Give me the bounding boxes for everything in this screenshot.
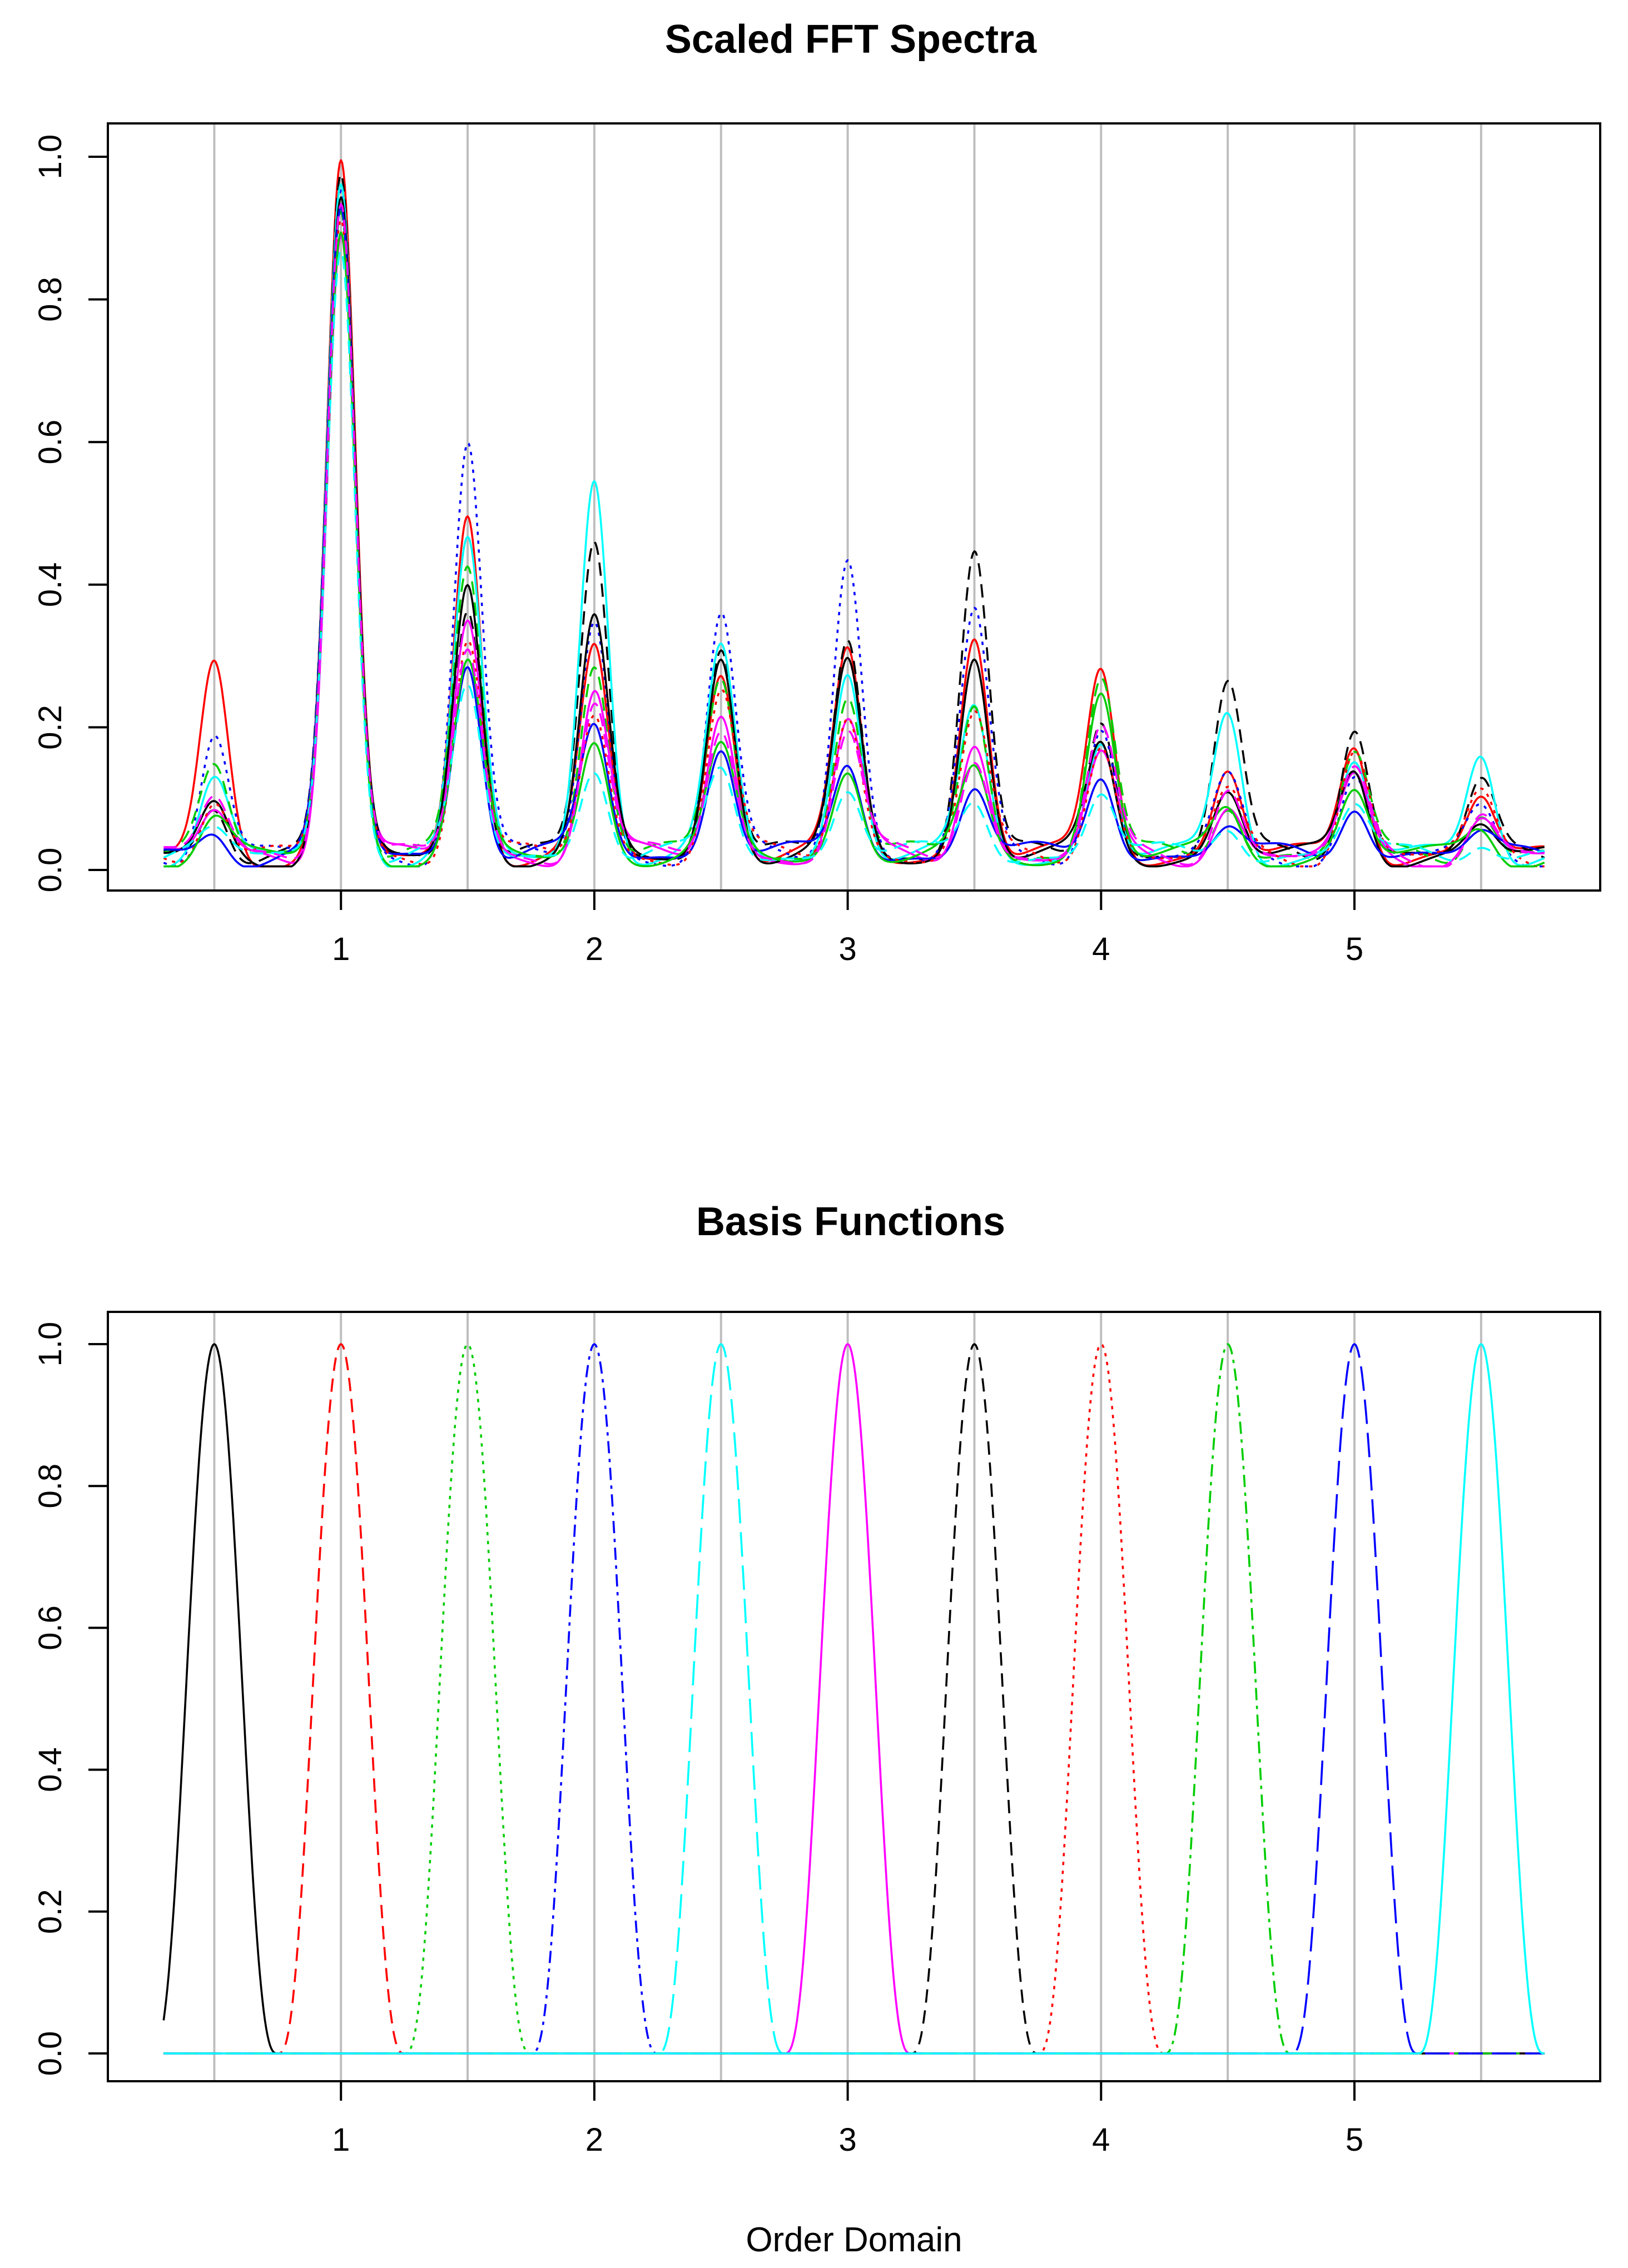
series-line-basis-5.5 <box>163 1343 1545 2055</box>
y-axis: 0.0 0.2 0.4 0.6 0.8 1.0 <box>32 1322 108 2076</box>
series-line-basis-1.0 <box>163 1343 1545 2055</box>
x-tick-label: 4 <box>1092 2122 1110 2158</box>
series-line-basis-4.0 <box>163 1343 1545 2055</box>
series-line-spectrum-9 <box>163 218 1545 868</box>
y-tick-label: 1.0 <box>32 1322 68 1367</box>
grid-lines <box>213 123 1482 891</box>
x-tick-label: 4 <box>1092 931 1110 967</box>
y-tick-label: 0.4 <box>32 562 68 607</box>
series-line-basis-2.0 <box>163 1343 1545 2055</box>
chart-title: Scaled FFT Spectra <box>665 17 1037 62</box>
series-line-spectrum-2 <box>163 173 1545 864</box>
y-tick-label: 0.0 <box>32 848 68 893</box>
x-tick-label: 1 <box>332 931 350 967</box>
series-line-spectrum-3 <box>163 189 1545 868</box>
series-line-spectrum-10 <box>163 231 1545 868</box>
x-tick-label: 5 <box>1346 931 1363 967</box>
series-lines <box>162 1343 1545 2055</box>
y-tick-label: 1.0 <box>32 135 68 180</box>
x-tick-label: 2 <box>585 2122 603 2158</box>
x-tick-label: 5 <box>1346 2122 1363 2158</box>
grid-lines <box>213 1312 1482 2081</box>
y-tick-label: 0.4 <box>32 1747 68 1792</box>
plot-frame <box>107 1311 1601 2082</box>
series-line-basis-1.5 <box>163 1343 1545 2055</box>
series-line-basis-3.5 <box>163 1343 1545 2055</box>
plot-frame <box>107 122 1601 892</box>
series-line-basis-4.5 <box>163 1343 1545 2055</box>
x-tick-label: 2 <box>585 931 603 967</box>
y-tick-label: 0.2 <box>32 1889 68 1934</box>
series-line-basis-3.0 <box>163 1343 1545 2055</box>
series-line-spectrum-1 <box>163 159 1545 868</box>
series-line-basis-0.5 <box>162 1343 1545 2055</box>
y-tick-label: 0.8 <box>32 1464 68 1509</box>
x-axis: 1 2 3 4 5 <box>332 891 1363 967</box>
series-line-spectrum-12 <box>163 203 1545 868</box>
chart-title: Basis Functions <box>696 1200 1005 1244</box>
basis-functions-panel: Basis Functions 1 2 3 4 5 <box>32 1200 1601 2259</box>
series-line-basis-5.0 <box>163 1343 1545 2055</box>
y-tick-label: 0.8 <box>32 277 68 322</box>
x-axis: 1 2 3 4 5 <box>332 2081 1363 2158</box>
x-tick-label: 1 <box>332 2122 350 2158</box>
y-axis: 0.0 0.2 0.4 0.6 0.8 1.0 <box>32 135 108 893</box>
series-lines <box>163 159 1545 868</box>
series-line-spectrum-4 <box>163 183 1545 868</box>
y-tick-label: 0.2 <box>32 705 68 750</box>
series-line-spectrum-5 <box>163 210 1545 864</box>
series-line-spectrum-7 <box>163 196 1545 868</box>
series-line-spectrum-8 <box>163 206 1545 868</box>
x-tick-label: 3 <box>838 2122 856 2158</box>
y-tick-label: 0.0 <box>32 2031 68 2076</box>
y-tick-label: 0.6 <box>32 1605 68 1650</box>
series-line-spectrum-11 <box>163 250 1545 863</box>
x-tick-label: 3 <box>838 931 856 967</box>
series-line-basis-2.5 <box>163 1343 1545 2055</box>
y-tick-label: 0.6 <box>32 420 68 465</box>
x-axis-label: Order Domain <box>746 2221 962 2259</box>
fft-spectra-panel: Scaled FFT Spectra 1 2 3 4 5 <box>32 17 1601 967</box>
